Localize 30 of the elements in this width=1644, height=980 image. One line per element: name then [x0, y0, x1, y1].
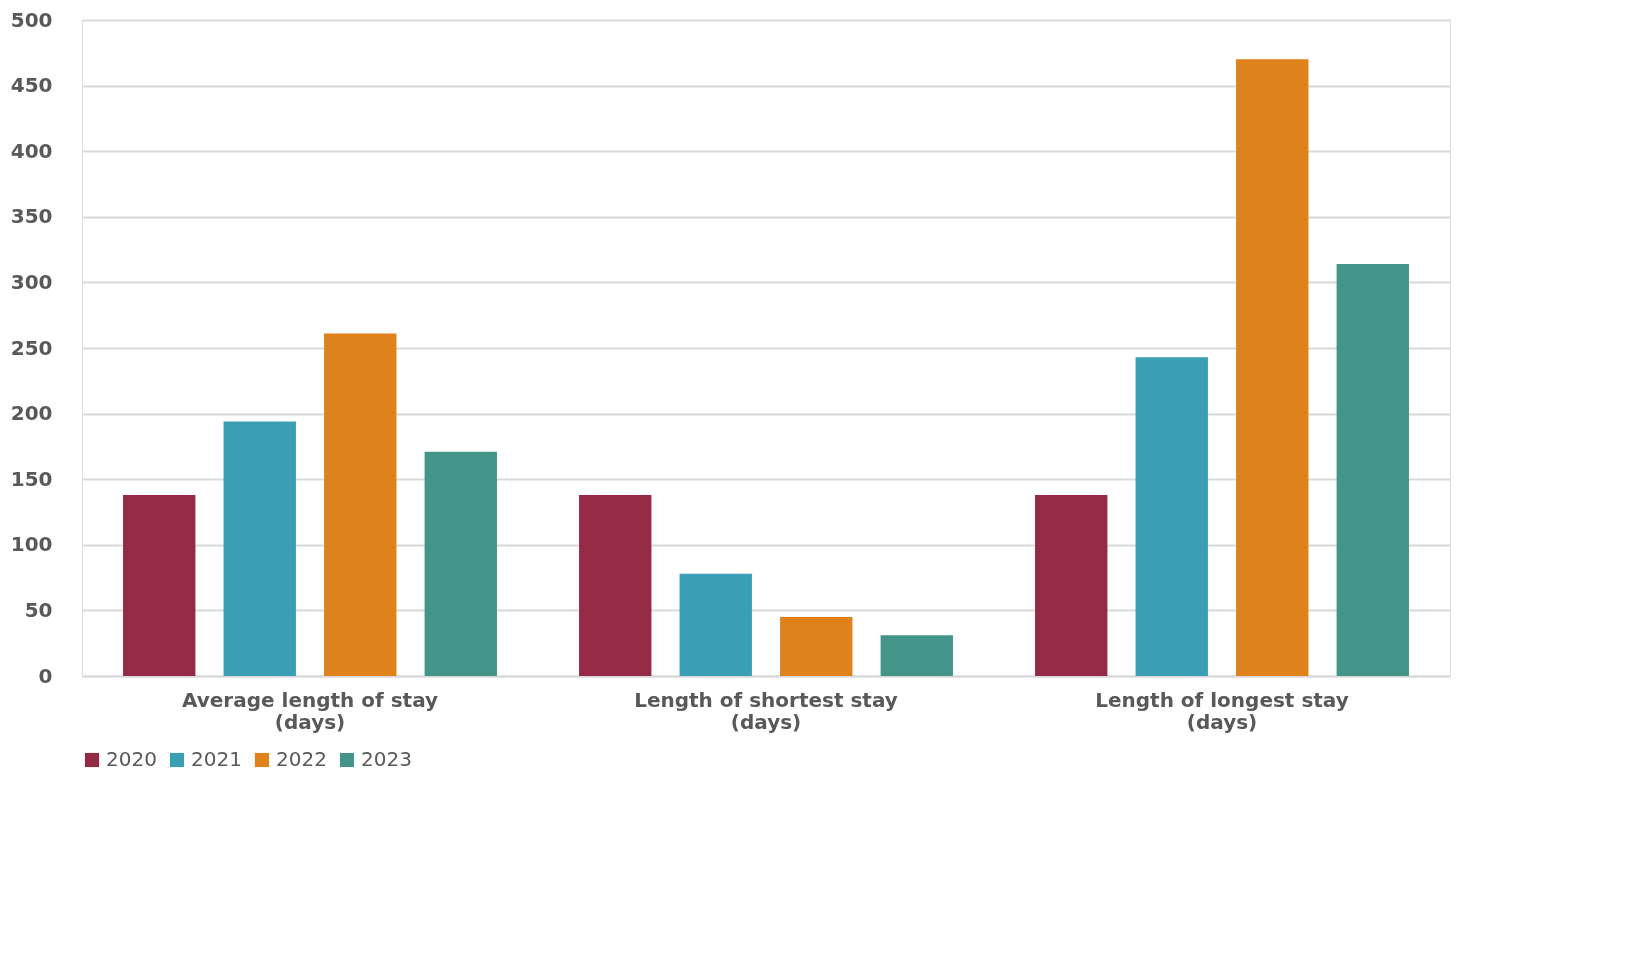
- x-tick-label: Length of shortest stay (days): [634, 687, 898, 734]
- legend-label: 2020: [106, 747, 157, 771]
- bar: [780, 616, 853, 676]
- bar: [1035, 494, 1108, 676]
- y-tick-label: 400: [10, 138, 53, 163]
- y-tick-label: 0: [38, 663, 53, 688]
- bar: [424, 451, 497, 676]
- x-tick-label: Average length of stay (days): [181, 687, 439, 734]
- y-tick-label: 450: [10, 73, 53, 98]
- bar: [324, 333, 397, 676]
- y-tick-label: 200: [10, 401, 53, 426]
- y-tick-label: 300: [10, 269, 53, 294]
- bar: [123, 494, 196, 676]
- y-tick-label: 150: [10, 466, 53, 491]
- legend-label: 2023: [361, 747, 412, 771]
- bar: [1135, 357, 1208, 676]
- y-tick-label: 350: [10, 204, 53, 229]
- legend-label: 2021: [191, 747, 242, 771]
- y-tick-label: 500: [10, 7, 53, 32]
- bar: [880, 635, 953, 676]
- bar: [1336, 264, 1409, 676]
- x-tick-label: Length of longest stay (days): [1095, 687, 1349, 734]
- y-tick-label: 250: [10, 335, 53, 360]
- y-tick-label: 50: [24, 597, 53, 622]
- legend-label: 2022: [276, 747, 327, 771]
- y-tick-label: 100: [10, 532, 53, 557]
- bar: [579, 494, 652, 676]
- bar: [1236, 59, 1309, 676]
- bar: [679, 573, 752, 676]
- bar: [223, 421, 296, 676]
